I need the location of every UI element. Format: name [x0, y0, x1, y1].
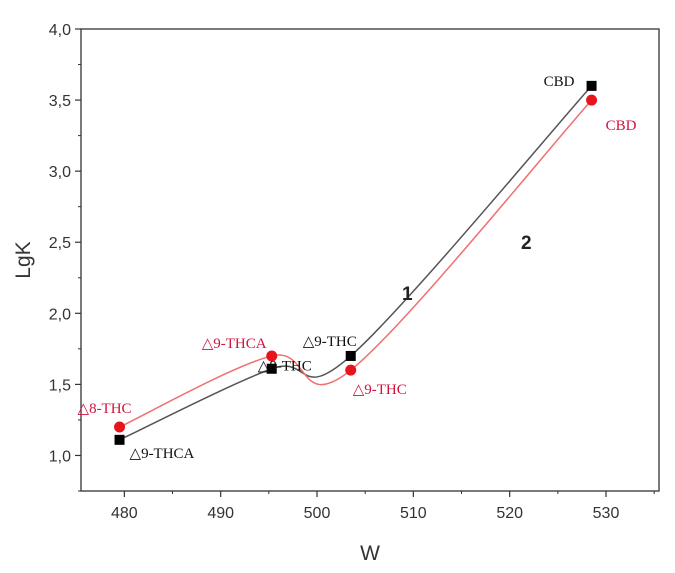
series-2-point	[114, 421, 126, 433]
series-1-point	[586, 80, 597, 91]
x-tick-label: 530	[593, 505, 620, 522]
curves	[119, 85, 593, 441]
y-tick-label: 2,5	[49, 235, 71, 252]
point-label: △8-THC	[258, 359, 312, 375]
x-tick-label: 490	[207, 505, 234, 522]
point-label: △9-THC	[353, 382, 407, 398]
plot-frame	[80, 28, 660, 492]
point-label: △9-THCA	[130, 446, 195, 462]
curve-1-label: 1	[402, 284, 413, 305]
x-tick-label: 520	[496, 505, 523, 522]
x-axis-title: W	[360, 542, 380, 565]
series-1-line	[119, 85, 593, 441]
point-label: △8-THC	[78, 401, 132, 417]
series-2-point	[345, 364, 357, 376]
x-axis: 480 490 500 510 520 530	[111, 491, 655, 522]
markers	[114, 80, 598, 445]
y-tick-label: 3,5	[49, 93, 71, 110]
x-tick-label: 480	[111, 505, 138, 522]
point-label: △9-THC	[303, 334, 357, 350]
y-tick-label: 3,0	[49, 164, 71, 181]
series-1-point	[114, 434, 125, 445]
series-2-point	[586, 94, 598, 106]
y-tick-label: 2,0	[49, 306, 71, 323]
y-tick-label: 4,0	[49, 22, 71, 39]
series-2-point	[266, 350, 278, 362]
x-tick-label: 500	[304, 505, 331, 522]
point-label: CBD	[606, 118, 637, 134]
point-label: CBD	[544, 74, 575, 90]
point-label: △9-THCA	[202, 336, 267, 352]
y-tick-label: 1,5	[49, 377, 71, 394]
y-axis: 1,0 1,5 2,0 2,5 3,0 3,5 4,0	[49, 22, 81, 492]
point-labels: △9-THCA △8-THC △9-THC CBD △8-THC △9-THCA △9-TH…	[78, 74, 637, 462]
series-2-line	[119, 99, 593, 428]
series-1-point	[345, 350, 356, 361]
curve-2-label: 2	[521, 233, 532, 254]
y-axis-title: LgK	[12, 241, 35, 278]
series-1-point	[266, 363, 277, 374]
x-tick-label: 510	[400, 505, 427, 522]
y-tick-label: 1,0	[49, 448, 71, 465]
